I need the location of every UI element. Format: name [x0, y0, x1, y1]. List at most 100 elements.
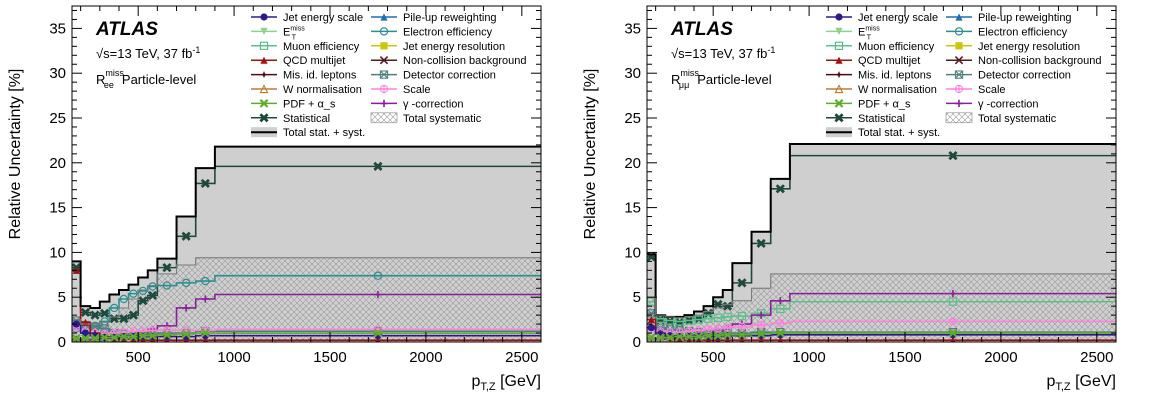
legend-entry: γ -correction — [946, 98, 1039, 110]
series-line-3 — [647, 312, 1116, 334]
legend-entry: Scale — [946, 84, 1006, 96]
legend-entry: Scale — [371, 84, 431, 96]
x-axis: 500 1000 1500 2000 2500 — [80, 6, 542, 366]
series-point — [757, 311, 765, 319]
legend-label: Pile-up reweighting — [978, 12, 1072, 24]
legend-entry: Detector correction — [946, 70, 1071, 82]
series-point — [675, 332, 684, 342]
series-point — [181, 329, 191, 339]
series-point — [100, 308, 110, 318]
series-point — [948, 297, 958, 306]
legend-entry: QCD multijet — [826, 55, 920, 67]
legend-entry: Non-collision background — [371, 55, 527, 67]
legend-label: γ -correction — [978, 98, 1039, 110]
y-axis: 0 5 10 15 20 25 30 35 — [49, 9, 541, 351]
x-tick-label: 500 — [701, 349, 726, 366]
legend-entry: Jet energy scale — [826, 12, 938, 24]
legend-label: Emiss T — [858, 25, 880, 41]
series-point — [81, 329, 90, 337]
legend-marker — [260, 27, 268, 35]
legend-label: Jet energy resolution — [403, 41, 505, 53]
y-axis-label: Relative Uncertainty [%] — [582, 69, 599, 240]
plot-area — [647, 142, 1116, 342]
legend-marker — [259, 84, 269, 94]
legend-entry: Electron efficiency — [371, 26, 493, 38]
legend-entry: Statistical — [826, 113, 905, 125]
legend-label: Scale — [403, 84, 431, 96]
legend-label: Pile-up reweighting — [403, 12, 497, 24]
series-point — [737, 278, 747, 288]
legend-label: Emiss T — [283, 25, 305, 41]
series-point — [374, 290, 382, 299]
series-point — [200, 178, 210, 188]
series-point — [147, 290, 158, 300]
legend-marker — [379, 27, 389, 36]
legend-swatch — [945, 112, 973, 124]
legend-label: W normalisation — [858, 84, 937, 96]
series-point — [949, 290, 957, 298]
series-point — [90, 334, 100, 342]
legend-marker — [259, 41, 269, 51]
x-tick-label: 2000 — [984, 349, 1017, 366]
series-point — [129, 289, 138, 298]
legend-marker — [380, 42, 388, 50]
x-axis: 500 1000 1500 2000 2500 — [655, 6, 1117, 366]
legend-entry: PDF + α_s — [251, 98, 336, 110]
experiment-label: ATLAS — [95, 19, 158, 40]
legend-label: Non-collision background — [403, 55, 527, 67]
y-axis-label: Relative Uncertainty [%] — [7, 69, 24, 240]
series-point — [647, 324, 655, 332]
series-point — [647, 333, 656, 342]
legend-label: Non-collision background — [978, 55, 1102, 67]
series-point — [713, 299, 723, 309]
legend-entry: Total stat. + syst. — [826, 127, 940, 139]
series-point — [647, 316, 655, 324]
legend-label: Detector correction — [978, 70, 1071, 82]
systematic-line — [72, 257, 541, 325]
x-axis-label: pT,Z [GeV] — [471, 373, 541, 393]
x-tick-label: 2500 — [1080, 349, 1113, 366]
series-line-0 — [72, 165, 541, 320]
legend-marker — [954, 70, 964, 79]
series-point — [128, 310, 138, 320]
legend-entry: Total systematic — [370, 112, 482, 125]
legend-marker — [834, 99, 844, 108]
series-point — [722, 301, 733, 311]
legend-label: Muon efficiency — [858, 41, 935, 53]
y-tick-label: 30 — [624, 65, 641, 82]
legend-entry: Total systematic — [945, 112, 1057, 125]
y-tick-label: 30 — [49, 65, 66, 82]
legend-marker — [379, 70, 389, 79]
legend-entry: Emiss T — [826, 25, 880, 41]
series-point — [119, 294, 128, 304]
legend-entry: Non-collision background — [946, 55, 1102, 67]
series-point — [162, 330, 172, 340]
legend-marker — [955, 99, 963, 107]
legend-entry: Emiss T — [251, 25, 305, 41]
legend-label: Electron efficiency — [978, 26, 1068, 38]
legend-entry: Jet energy resolution — [371, 41, 505, 53]
series-point — [656, 333, 665, 342]
y-tick-label: 0 — [633, 334, 641, 351]
legend-entry: QCD multijet — [251, 55, 345, 67]
y-tick-label: 25 — [49, 110, 66, 127]
legend-label: Electron efficiency — [403, 26, 493, 38]
series-point — [950, 336, 956, 342]
energy-label: √s=13 TeV, 37 fb-1 — [671, 45, 775, 61]
series-point — [723, 330, 732, 340]
legend-marker — [835, 13, 843, 21]
series-point — [713, 313, 723, 323]
x-tick-label: 1500 — [313, 349, 346, 366]
x-tick-label: 2000 — [409, 349, 442, 366]
legend-label: Jet energy scale — [858, 12, 938, 24]
legend-entry: W normalisation — [251, 84, 362, 96]
y-tick-label: 20 — [624, 155, 641, 172]
ratio-label: Rmiss ee Particle-level — [96, 68, 196, 90]
series-point — [684, 332, 694, 342]
series-point — [100, 333, 109, 342]
legend-entry: Mis. id. leptons — [826, 70, 932, 82]
y-tick-label: 5 — [58, 289, 66, 306]
legend-marker — [954, 27, 964, 36]
series-point — [119, 314, 129, 324]
